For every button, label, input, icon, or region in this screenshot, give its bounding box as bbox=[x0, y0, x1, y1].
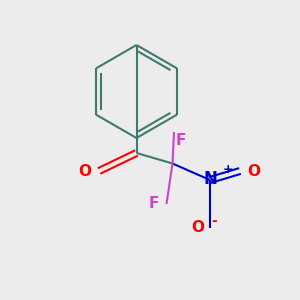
Text: O: O bbox=[191, 220, 204, 236]
Text: F: F bbox=[148, 196, 159, 211]
Text: O: O bbox=[79, 164, 92, 178]
Text: F: F bbox=[176, 134, 186, 148]
Text: N: N bbox=[203, 169, 217, 188]
Text: O: O bbox=[248, 164, 260, 178]
Text: +: + bbox=[223, 163, 233, 176]
Text: -: - bbox=[212, 214, 217, 227]
